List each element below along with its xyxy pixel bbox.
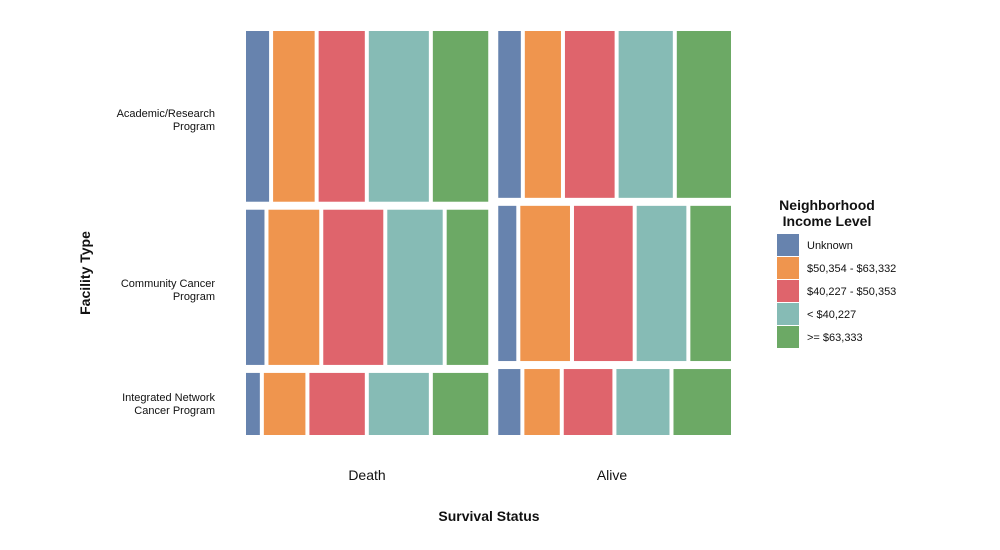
mosaic-tile-death-row1-income5 [432, 31, 489, 202]
legend-items: Unknown $50,354 - $63,332 $40,227 - $50,35… [777, 234, 896, 348]
mosaic-tile-alive-row2-income3 [573, 205, 633, 362]
mosaic-tile-death-row3-income5 [432, 372, 489, 435]
legend-swatch-3 [777, 280, 799, 302]
mosaic-tile-alive-row1-income5 [676, 31, 731, 198]
mosaic-tile-alive-row2-income5 [690, 205, 731, 362]
mosaic-tile-death-row2-income4 [387, 209, 443, 365]
mosaic-tile-death-row3-income2 [263, 372, 306, 435]
mosaic-tile-death-row2-income1 [246, 209, 265, 365]
mosaic-tile-death-row1-income1 [246, 31, 270, 202]
legend-swatch-5 [777, 326, 799, 348]
mosaic-tile-death-row3-income3 [309, 372, 365, 435]
legend-label-4: < $40,227 [807, 309, 856, 321]
mosaic-tile-alive-row1-income2 [524, 31, 561, 198]
legend: Neighborhood Income Level Unknown $50,354… [777, 197, 896, 348]
mosaic-tile-alive-row3-income2 [524, 369, 560, 435]
y-axis-title: Facility Type [77, 231, 93, 315]
x-axis-title: Survival Status [438, 508, 539, 524]
legend-title-line1: Neighborhood [779, 197, 875, 213]
legend-label-3: $40,227 - $50,353 [807, 286, 896, 298]
mosaic-tiles [246, 31, 731, 435]
y-tick-integrated-line2: Cancer Program [134, 405, 215, 417]
x-tick-death: Death [348, 467, 385, 483]
mosaic-tile-alive-row3-income1 [498, 369, 521, 435]
mosaic-tile-death-row2-income2 [268, 209, 320, 365]
legend-swatch-4 [777, 303, 799, 325]
mosaic-tile-alive-row2-income2 [520, 205, 570, 362]
y-tick-community-line2: Program [173, 291, 215, 303]
mosaic-tile-death-row3-income4 [368, 372, 429, 435]
mosaic-tile-alive-row1-income4 [618, 31, 673, 198]
mosaic-tile-death-row2-income5 [446, 209, 489, 365]
mosaic-tile-death-row1-income4 [368, 31, 429, 202]
mosaic-tile-alive-row3-income3 [563, 369, 613, 435]
y-tick-academic-line1: Academic/Research [117, 108, 215, 120]
y-tick-academic-line2: Program [173, 121, 215, 133]
y-tick-community-line1: Community Cancer [121, 278, 215, 290]
legend-swatch-2 [777, 257, 799, 279]
mosaic-tile-alive-row1-income1 [498, 31, 521, 198]
mosaic-tile-death-row1-income3 [318, 31, 365, 202]
y-tick-integrated-line1: Integrated Network [122, 392, 215, 404]
mosaic-tile-alive-row1-income3 [564, 31, 615, 198]
x-tick-alive: Alive [597, 467, 628, 483]
mosaic-tile-alive-row2-income4 [636, 205, 687, 362]
legend-label-5: >= $63,333 [807, 332, 863, 344]
mosaic-tile-alive-row2-income1 [498, 205, 517, 362]
legend-title-line2: Income Level [783, 213, 872, 229]
mosaic-tile-alive-row3-income5 [673, 369, 731, 435]
mosaic-tile-alive-row3-income4 [616, 369, 670, 435]
mosaic-tile-death-row2-income3 [323, 209, 384, 365]
legend-swatch-1 [777, 234, 799, 256]
legend-label-2: $50,354 - $63,332 [807, 263, 896, 275]
mosaic-tile-death-row3-income1 [246, 372, 260, 435]
mosaic-tile-death-row1-income2 [273, 31, 315, 202]
legend-label-1: Unknown [807, 240, 853, 252]
